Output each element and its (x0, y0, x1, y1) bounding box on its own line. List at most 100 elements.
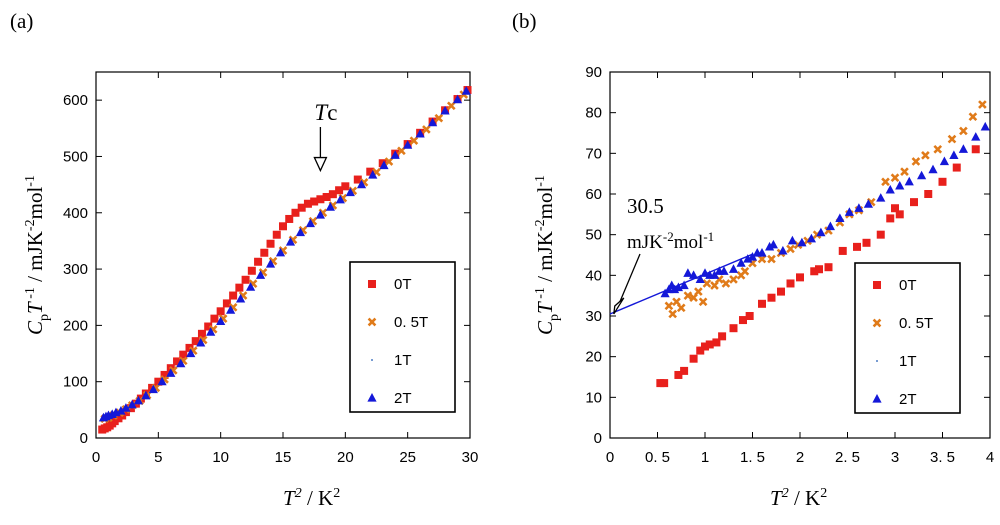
y-tick-label: 100 (63, 374, 88, 391)
y-axis-title: CpT -1 / mJK-2mol-1 (533, 175, 562, 335)
data-point (679, 280, 689, 290)
x-stroke (714, 275, 724, 284)
data-point (824, 263, 833, 272)
x-tick-label: 4 (986, 449, 994, 466)
x-stroke (947, 134, 957, 144)
legend-marker (367, 317, 377, 327)
legend-label: 2T (899, 391, 917, 408)
x-tick-label: 1. 5 (740, 449, 765, 466)
x-stroke (683, 291, 693, 300)
x-tick-label: 30 (462, 449, 479, 466)
data-point (900, 167, 909, 176)
data-point (452, 94, 463, 104)
x-tick-label: 0 (606, 449, 614, 466)
y-tick-label: 0 (80, 430, 88, 447)
y-axis-title: CpT -1 / mJK-2mol-1 (23, 175, 52, 335)
data-point (291, 208, 300, 217)
x-tick-label: 2. 5 (835, 449, 860, 466)
data-point (179, 350, 188, 359)
panel-b: (b)0 0. 5 1 1. 5 2 2. 5 3 3. 5 40102030405060708… (512, 9, 994, 510)
data-point (757, 247, 767, 257)
data-point (758, 299, 766, 308)
data-point (422, 125, 431, 134)
data-point (226, 305, 236, 314)
x-stroke (694, 287, 703, 296)
x-stroke (748, 258, 757, 268)
data-point (116, 405, 126, 415)
data-point (718, 332, 727, 341)
y-tick-label: 30 (585, 308, 602, 325)
data-point (980, 121, 990, 131)
data-point (446, 101, 456, 111)
y-tick-label: 20 (585, 349, 602, 366)
legend: 0T 0. 5T 1T 2T (854, 262, 961, 414)
data-point (428, 117, 438, 127)
data-point (947, 134, 957, 144)
x-stroke (664, 301, 674, 311)
data-point (838, 246, 847, 255)
data-point (694, 287, 703, 296)
data-point (236, 293, 246, 303)
data-point (739, 316, 747, 325)
data-point (141, 390, 151, 400)
data-point (328, 190, 337, 199)
data-point (786, 244, 795, 254)
data-point (275, 247, 286, 257)
data-point (895, 180, 905, 190)
intercept-unit: mJK-2mol-1 (627, 229, 714, 253)
data-point (255, 270, 266, 279)
data-point (353, 175, 362, 184)
data-point (322, 193, 331, 202)
legend-box (349, 261, 456, 413)
data-point (978, 100, 987, 109)
intercept-arrow-head (613, 297, 625, 315)
data-point (876, 230, 885, 239)
x-stroke (434, 113, 444, 123)
data-point (862, 238, 871, 247)
y-tick-label: 60 (585, 186, 602, 203)
x-axis-title-text: T2 / K2 (283, 486, 340, 510)
legend-marker (872, 318, 882, 328)
legend-label: 2T (394, 390, 412, 407)
x-tick-label: 3 (891, 449, 899, 466)
x-tick-label: 0. 5 (645, 449, 670, 466)
data-point (166, 368, 176, 377)
data-point (698, 297, 708, 307)
y-tick-label: 400 (63, 205, 88, 222)
data-point (959, 126, 968, 136)
x-stroke (900, 167, 909, 176)
data-point (885, 184, 895, 194)
data-point (816, 227, 826, 237)
data-point (917, 170, 927, 180)
intercept-value: 30.5 (627, 194, 664, 218)
data-point (705, 340, 714, 349)
legend-label: 1T (899, 353, 917, 370)
data-point (825, 221, 835, 231)
legend-marker (371, 359, 373, 361)
data-point (241, 275, 250, 284)
intercept-arrow-shaft (619, 253, 641, 303)
data-point (777, 287, 785, 296)
data-point (368, 170, 378, 179)
y-tick-label: 600 (63, 92, 88, 109)
series-0T (656, 145, 980, 388)
x-stroke (757, 254, 767, 264)
data-point (325, 202, 335, 211)
data-point (245, 282, 256, 291)
x-stroke (872, 318, 882, 328)
data-point (222, 299, 231, 308)
data-point (440, 105, 450, 115)
data-point (674, 370, 683, 379)
x-stroke (911, 157, 921, 166)
data-point (157, 376, 167, 386)
data-point (876, 193, 886, 202)
x-stroke (968, 112, 978, 122)
data-point (664, 301, 674, 311)
data-point (886, 214, 895, 223)
data-point (689, 270, 699, 279)
x-tick-label: 15 (275, 449, 292, 466)
x-stroke (921, 151, 930, 160)
data-point (335, 186, 344, 195)
